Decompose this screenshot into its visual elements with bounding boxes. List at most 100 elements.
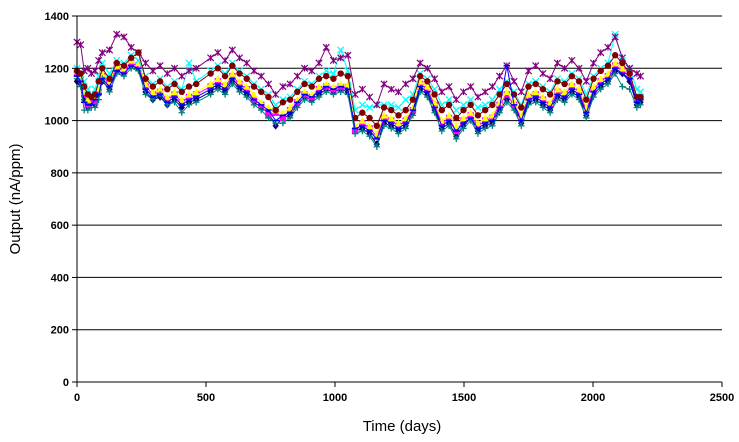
data-point [510,98,518,106]
data-point [286,114,294,122]
data-point [503,88,511,96]
data-point [460,106,467,114]
data-point [431,91,438,98]
data-point [358,85,366,93]
data-point [481,88,489,96]
data-point [561,99,568,106]
series-5 [73,30,645,109]
data-point [532,88,540,96]
y-tick-label: 600 [51,220,69,232]
data-point [351,90,359,99]
data-point [171,99,178,106]
data-point [539,104,547,111]
data-point [106,75,113,82]
series-4 [73,30,645,114]
data-point [228,69,236,77]
data-point [185,83,193,90]
data-point [258,106,265,114]
data-point [637,101,644,109]
series-7 [73,65,644,150]
data-point [626,70,633,77]
data-point [554,78,561,85]
data-point [258,88,265,96]
data-point [98,48,106,57]
data-point [294,104,301,111]
data-point [373,143,380,150]
data-point [142,91,149,98]
x-tick-label: 2000 [581,392,605,404]
x-tick-label: 500 [197,392,215,404]
data-point [156,85,164,93]
data-point [583,114,590,122]
data-point [380,104,388,111]
data-point [453,135,460,143]
data-point [207,80,215,88]
data-point [402,95,410,104]
data-point [409,75,417,83]
data-point [495,72,504,80]
data-point [236,70,243,77]
data-point [373,101,381,109]
data-point [539,86,547,93]
data-point [395,112,402,119]
data-point [503,80,511,88]
data-point [135,49,142,56]
series-line [76,51,641,127]
data-point [106,88,113,96]
data-point [214,86,222,93]
data-point [235,54,244,62]
data-point [351,130,359,137]
data-point [394,103,403,112]
data-point [221,56,229,65]
data-point [503,99,511,106]
x-tick-label: 0 [74,392,80,404]
data-point [459,88,468,96]
data-point [149,67,157,75]
data-point [286,103,294,111]
data-point [532,99,539,106]
data-point [98,59,106,67]
data-point [489,122,496,129]
data-point [344,72,352,80]
data-point [257,72,265,80]
data-point [91,91,99,98]
y-tick-label: 0 [63,377,69,389]
data-point [459,114,467,122]
data-point [185,101,193,109]
data-point [279,99,287,106]
data-point [597,86,604,93]
data-point [438,101,446,109]
data-point [546,109,554,116]
data-point [409,96,417,103]
data-point [496,109,503,116]
data-point [452,96,460,104]
data-point [553,85,561,93]
data-point [286,80,294,88]
data-point [221,80,229,88]
data-point [532,80,539,88]
data-point [113,30,121,38]
data-point [76,41,85,49]
data-point [474,112,482,119]
data-point [337,54,345,62]
data-point [163,93,171,101]
data-point [192,88,200,96]
data-point [445,95,453,104]
series-line [76,65,641,140]
data-point [452,122,460,129]
data-point [265,114,272,122]
data-point [539,93,547,101]
data-point [452,106,460,114]
data-point [207,91,214,98]
data-point [337,88,344,96]
data-point [329,56,338,65]
data-point [300,64,309,72]
data-point [611,70,619,77]
data-point [518,122,525,129]
data-point [221,72,229,80]
data-point [467,101,474,109]
data-point [236,88,243,96]
data-point [192,80,200,88]
data-point [315,75,323,82]
data-point [366,122,374,129]
